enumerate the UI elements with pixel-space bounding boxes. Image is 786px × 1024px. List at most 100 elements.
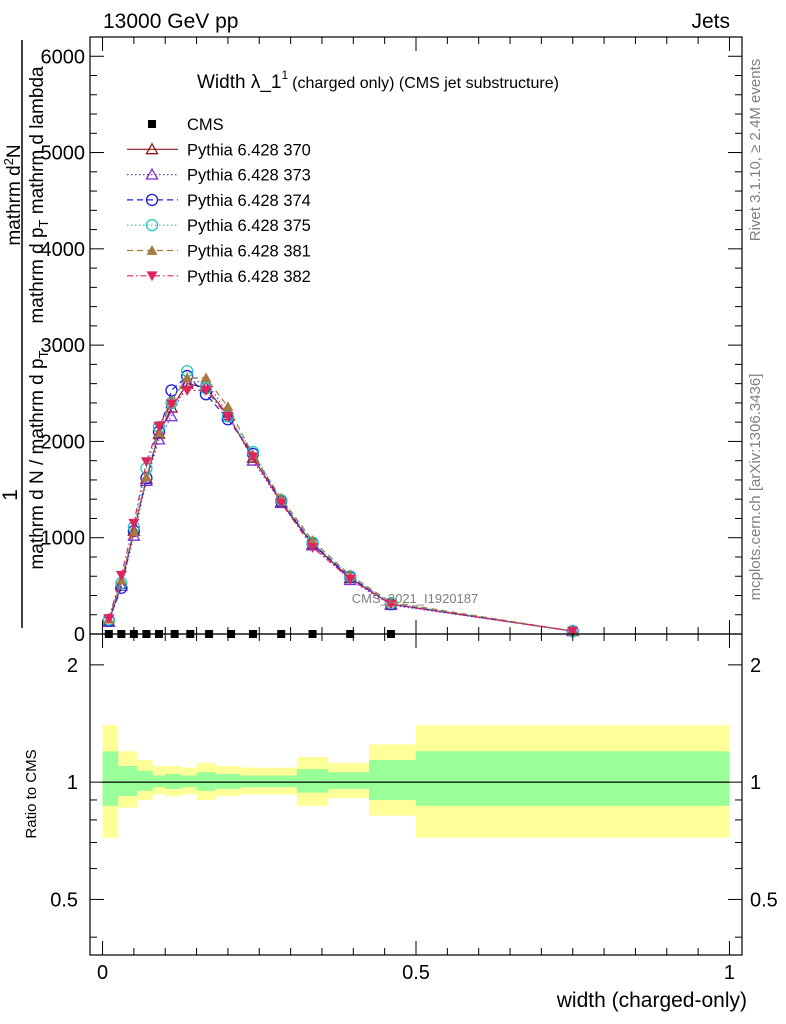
data-point: [140, 457, 152, 468]
data-point: [200, 385, 212, 396]
process-label: Jets: [691, 10, 730, 33]
legend-marker: [145, 193, 159, 207]
y-label-one: 1: [0, 489, 22, 501]
data-point: [307, 542, 319, 553]
x-axis-label: width (charged-only): [556, 989, 747, 1012]
ratio-band-green: [296, 769, 329, 793]
legend-item: Pythia 6.428 381: [127, 243, 311, 261]
series-line: [108, 375, 573, 632]
data-point: [275, 498, 287, 509]
ratio-plot-area: 0.5 0.5 1 1 2 2 0 0.5 1: [50, 633, 778, 984]
main-y-tick-label: 6000: [41, 46, 86, 68]
legend-item: Pythia 6.428 374: [127, 192, 311, 210]
legend-item: Pythia 6.428 373: [127, 167, 311, 185]
legend-marker: [146, 245, 158, 255]
data-point: [181, 372, 193, 383]
ratio-band-green: [152, 775, 166, 788]
ratio-band-green: [368, 759, 416, 800]
legend-item: Pythia 6.428 370: [127, 141, 311, 159]
data-point: [128, 518, 140, 529]
x-tick-label: 0: [97, 962, 108, 984]
ratio-band-green: [240, 775, 266, 788]
data-point: [344, 574, 356, 585]
main-y-tick-label: 0: [74, 624, 85, 646]
legend-label: Pythia 6.428 382: [187, 268, 311, 286]
data-point: [152, 432, 166, 445]
watermark: CMS_2021_I1920187: [352, 591, 479, 606]
data-point: [140, 471, 152, 482]
data-point: [115, 570, 127, 581]
rivet-label: Rivet 3.1.10, ≥ 2.4M events: [747, 59, 764, 242]
data-point: [181, 385, 193, 396]
legend-marker: [145, 142, 159, 155]
series-pythia-373: [102, 374, 580, 637]
series-line: [108, 370, 573, 632]
ratio-y-label: Ratio to CMS: [23, 749, 40, 838]
data-point: [114, 579, 128, 591]
ratio-y-tick-label: 2: [67, 655, 78, 677]
ratio-band-green: [165, 773, 181, 790]
series-line: [108, 381, 573, 632]
ratio-band-green: [416, 751, 730, 806]
series-pythia-374: [102, 369, 579, 638]
data-point: [567, 626, 579, 637]
x-tick-label: 1: [724, 962, 735, 984]
x-tick-label: 0.5: [402, 962, 430, 984]
ratio-y-tick-label-right: 1: [750, 772, 761, 794]
series-pythia-375: [102, 364, 579, 638]
series-line: [108, 377, 573, 632]
legend-item: Pythia 6.428 375: [127, 217, 311, 235]
data-point: [153, 421, 165, 432]
ratio-band-green: [118, 766, 138, 797]
ratio-y-tick-label-right: 0.5: [750, 889, 778, 911]
ratio-band-green: [215, 773, 241, 790]
legend-label: Pythia 6.428 374: [187, 192, 311, 210]
y-label-frac-top: mathrm d2N: [1, 144, 25, 245]
legend-marker: [145, 167, 159, 180]
ratio-band-green: [180, 775, 197, 788]
ratio-band-green: [265, 775, 297, 788]
mcplots-label: mcplots.cern.ch [arXiv:1306.3436]: [747, 374, 764, 601]
series-pythia-382: [103, 385, 579, 637]
legend-label: Pythia 6.428 381: [187, 243, 311, 261]
legend-marker: [148, 120, 156, 128]
legend-label: Pythia 6.428 370: [187, 141, 311, 159]
legend-marker: [145, 219, 159, 232]
main-y-tick-label: 2000: [41, 431, 86, 453]
legend-label: Pythia 6.428 375: [187, 217, 311, 235]
legend-item: Pythia 6.428 382: [127, 268, 311, 286]
chart-title: Width λ_11 (charged only) (CMS jet substr…: [197, 68, 559, 93]
data-point: [166, 399, 177, 410]
data-point: [222, 401, 234, 412]
main-y-tick-label: 3000: [41, 335, 86, 357]
main-y-axis-label: 1 mathrm d N / mathrm d pT mathrm d2N ma…: [0, 40, 51, 628]
ratio-y-tick-label: 0.5: [50, 889, 78, 911]
legend-marker: [146, 271, 158, 282]
series-line: [108, 382, 573, 632]
data-point: [385, 599, 397, 610]
ratio-y-tick-label: 1: [67, 772, 78, 794]
legend: CMS Pythia 6.428 370 Pythia 6.428 373 Pythi…: [127, 116, 311, 286]
ratio-band-green: [102, 751, 119, 806]
energy-label: 13000 GeV pp: [103, 10, 238, 33]
ratio-y-tick-label-right: 2: [750, 655, 761, 677]
legend-item: CMS: [148, 116, 224, 134]
data-point: [164, 409, 179, 422]
data-point: [247, 452, 259, 463]
legend-label: CMS: [187, 116, 224, 134]
series-line: [108, 389, 573, 632]
ratio-band-green: [137, 770, 153, 791]
main-y-tick-label: 5000: [41, 143, 86, 165]
y-label-frac-bottom: mathrm d pT mathrm d lambda: [27, 66, 51, 324]
data-point: [103, 614, 115, 625]
main-y-tick-label: 1000: [41, 528, 86, 550]
ratio-band-green: [328, 772, 369, 790]
main-plot-area: 0 1000 2000 3000 4000 5000 6000: [41, 36, 743, 646]
data-point: [200, 372, 212, 383]
data-point: [222, 411, 234, 422]
data-point: [128, 526, 140, 537]
main-y-tick-label: 4000: [41, 239, 86, 261]
y-label-denominator: mathrm d N / mathrm d pT: [27, 350, 51, 569]
legend-label: Pythia 6.428 373: [187, 167, 311, 185]
